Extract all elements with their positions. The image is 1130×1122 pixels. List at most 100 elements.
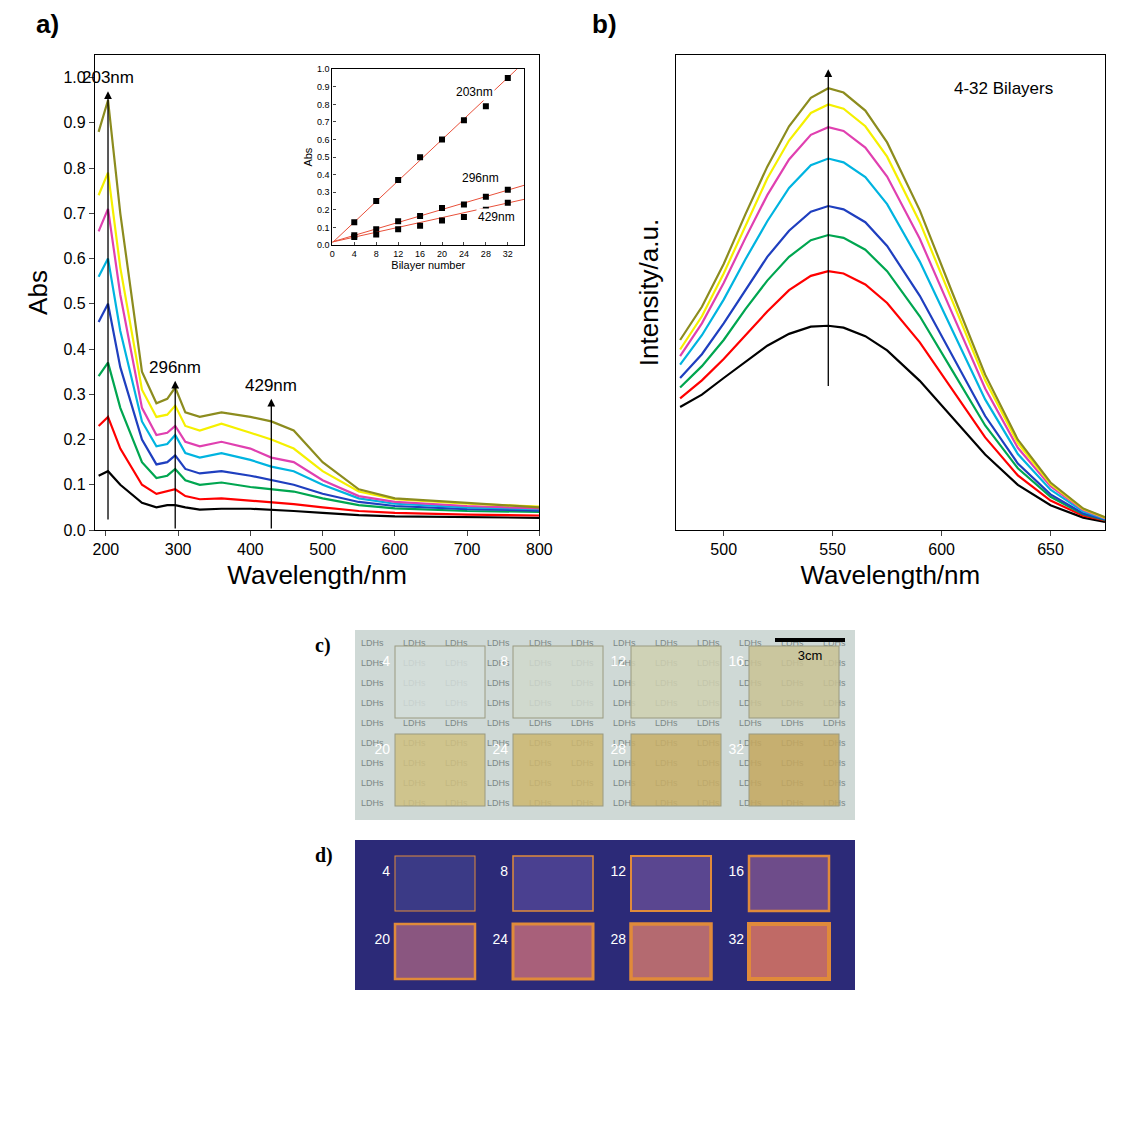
svg-text:32: 32	[728, 741, 744, 757]
svg-text:24: 24	[459, 249, 469, 259]
svg-text:LDHs: LDHs	[487, 638, 510, 648]
svg-text:0: 0	[330, 249, 335, 259]
svg-text:500: 500	[309, 541, 336, 558]
svg-text:28: 28	[481, 249, 491, 259]
svg-text:LDHs: LDHs	[613, 718, 636, 728]
svg-text:0.9: 0.9	[317, 82, 330, 92]
svg-text:20: 20	[374, 741, 390, 757]
svg-text:0.7: 0.7	[63, 205, 85, 222]
svg-text:b): b)	[592, 9, 617, 39]
svg-text:LDHs: LDHs	[361, 698, 384, 708]
svg-text:0.9: 0.9	[63, 114, 85, 131]
svg-text:0.6: 0.6	[317, 135, 330, 145]
svg-text:0.5: 0.5	[63, 295, 85, 312]
svg-text:3cm: 3cm	[798, 648, 823, 663]
svg-text:LDHs: LDHs	[445, 718, 468, 728]
svg-text:d): d)	[315, 844, 333, 867]
svg-text:8: 8	[500, 863, 508, 879]
svg-text:0.4: 0.4	[63, 341, 85, 358]
svg-text:0.8: 0.8	[317, 100, 330, 110]
svg-text:LDHs: LDHs	[823, 718, 846, 728]
svg-text:32: 32	[728, 931, 744, 947]
svg-text:Intensity/a.u.: Intensity/a.u.	[634, 219, 664, 366]
svg-text:300: 300	[165, 541, 192, 558]
svg-text:1.0: 1.0	[63, 69, 85, 86]
svg-text:4: 4	[352, 249, 357, 259]
svg-text:LDHs: LDHs	[361, 678, 384, 688]
svg-text:LDHs: LDHs	[361, 718, 384, 728]
svg-text:16: 16	[415, 249, 425, 259]
svg-text:20: 20	[374, 931, 390, 947]
svg-text:32: 32	[503, 249, 513, 259]
svg-text:Bilayer number: Bilayer number	[391, 259, 465, 271]
svg-text:1.0: 1.0	[317, 64, 330, 74]
svg-text:Wavelength/nm: Wavelength/nm	[801, 560, 981, 590]
svg-text:0.7: 0.7	[317, 117, 330, 127]
svg-text:LDHs: LDHs	[487, 718, 510, 728]
svg-text:4: 4	[382, 653, 390, 669]
svg-text:8: 8	[374, 249, 379, 259]
svg-text:500: 500	[710, 541, 737, 558]
svg-text:429nm: 429nm	[245, 376, 297, 395]
svg-text:LDHs: LDHs	[361, 638, 384, 648]
svg-text:LDHs: LDHs	[487, 698, 510, 708]
svg-text:c): c)	[315, 634, 331, 657]
svg-text:700: 700	[454, 541, 481, 558]
svg-text:LDHs: LDHs	[529, 718, 552, 728]
svg-text:20: 20	[437, 249, 447, 259]
svg-text:296nm: 296nm	[462, 171, 499, 185]
svg-text:0.4: 0.4	[317, 170, 330, 180]
svg-text:600: 600	[928, 541, 955, 558]
svg-text:LDHs: LDHs	[487, 758, 510, 768]
svg-text:Abs: Abs	[302, 147, 314, 166]
svg-text:203nm: 203nm	[456, 85, 493, 99]
svg-text:24: 24	[492, 741, 508, 757]
svg-text:8: 8	[500, 653, 508, 669]
svg-text:LDHs: LDHs	[571, 718, 594, 728]
svg-text:0.6: 0.6	[63, 250, 85, 267]
svg-text:LDHs: LDHs	[361, 658, 384, 668]
svg-text:550: 550	[819, 541, 846, 558]
svg-text:24: 24	[492, 931, 508, 947]
svg-text:LDHs: LDHs	[487, 798, 510, 808]
svg-text:LDHs: LDHs	[487, 778, 510, 788]
svg-text:400: 400	[237, 541, 264, 558]
svg-text:0.2: 0.2	[317, 205, 330, 215]
svg-text:LDHs: LDHs	[487, 678, 510, 688]
svg-text:a): a)	[36, 9, 59, 39]
svg-text:LDHs: LDHs	[697, 718, 720, 728]
svg-text:4: 4	[382, 863, 390, 879]
svg-text:0.1: 0.1	[317, 223, 330, 233]
svg-text:Abs: Abs	[23, 270, 53, 315]
svg-text:LDHs: LDHs	[739, 718, 762, 728]
svg-text:296nm: 296nm	[149, 358, 201, 377]
svg-text:28: 28	[610, 741, 626, 757]
svg-text:600: 600	[382, 541, 409, 558]
svg-text:28: 28	[610, 931, 626, 947]
svg-text:LDHs: LDHs	[361, 798, 384, 808]
svg-text:0.0: 0.0	[317, 240, 330, 250]
svg-text:Wavelength/nm: Wavelength/nm	[227, 560, 407, 590]
svg-text:0.2: 0.2	[63, 431, 85, 448]
svg-text:LDHs: LDHs	[361, 758, 384, 768]
svg-text:12: 12	[393, 249, 403, 259]
svg-text:0.3: 0.3	[63, 386, 85, 403]
svg-text:0.3: 0.3	[317, 187, 330, 197]
svg-text:0.8: 0.8	[63, 160, 85, 177]
svg-text:650: 650	[1037, 541, 1064, 558]
svg-text:800: 800	[526, 541, 553, 558]
svg-text:LDHs: LDHs	[361, 778, 384, 788]
svg-text:4-32 Bilayers: 4-32 Bilayers	[954, 79, 1053, 98]
svg-text:12: 12	[610, 863, 626, 879]
svg-text:LDHs: LDHs	[403, 718, 426, 728]
svg-text:429nm: 429nm	[478, 210, 515, 224]
svg-text:LDHs: LDHs	[655, 718, 678, 728]
svg-text:LDHs: LDHs	[781, 718, 804, 728]
svg-text:16: 16	[728, 653, 744, 669]
svg-text:0.0: 0.0	[63, 522, 85, 539]
svg-text:200: 200	[92, 541, 119, 558]
svg-text:12: 12	[610, 653, 626, 669]
svg-text:16: 16	[728, 863, 744, 879]
svg-text:203nm: 203nm	[82, 68, 134, 87]
svg-text:0.1: 0.1	[63, 476, 85, 493]
